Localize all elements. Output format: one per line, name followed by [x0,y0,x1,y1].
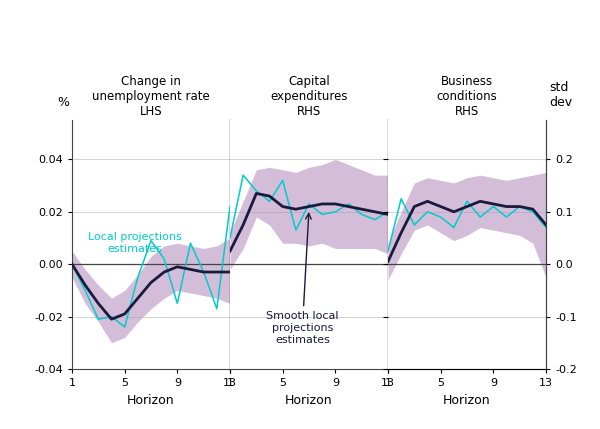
X-axis label: Horizon: Horizon [285,393,333,407]
Text: Local projections
estimates: Local projections estimates [88,233,182,254]
Title: Capital
expenditures
RHS: Capital expenditures RHS [270,75,348,118]
Title: Change in
unemployment rate
LHS: Change in unemployment rate LHS [92,75,210,118]
Text: %: % [57,97,69,109]
Text: Smooth local
projections
estimates: Smooth local projections estimates [266,214,338,344]
X-axis label: Horizon: Horizon [127,393,175,407]
X-axis label: Horizon: Horizon [443,393,491,407]
Title: Business
conditions
RHS: Business conditions RHS [437,75,497,118]
Text: std
dev: std dev [549,82,572,109]
